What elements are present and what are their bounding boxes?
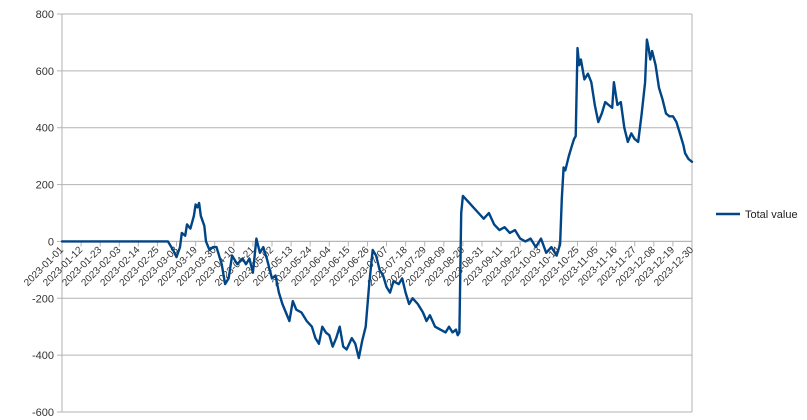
plot-area xyxy=(60,38,694,360)
series-line-total-value xyxy=(60,38,694,360)
legend-label: Total value xyxy=(745,209,798,221)
y-tick-label: -400 xyxy=(32,350,54,362)
y-tick-label: 400 xyxy=(36,123,54,135)
y-tick-label: 0 xyxy=(48,236,54,248)
y-tick-label: 200 xyxy=(36,180,54,192)
legend: Total value xyxy=(716,209,798,221)
y-axis: -600 -400 -200 0 200 400 600 800 xyxy=(32,9,62,419)
y-tick-label: 600 xyxy=(36,66,54,78)
y-tick-label: -200 xyxy=(32,293,54,305)
y-tick-label: 800 xyxy=(36,9,54,21)
y-tick-label: -600 xyxy=(32,407,54,419)
